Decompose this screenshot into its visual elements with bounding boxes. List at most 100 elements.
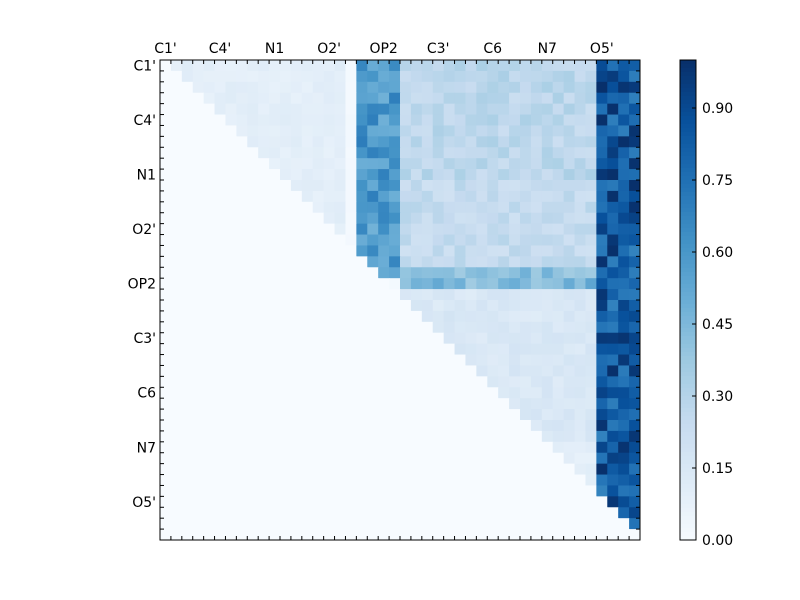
heatmap-cell: [225, 300, 237, 312]
x-tick-label: C4': [209, 41, 232, 57]
heatmap-cell: [345, 398, 357, 410]
heatmap-cell: [421, 169, 434, 181]
heatmap-cell: [400, 332, 412, 345]
heatmap-cell: [203, 441, 216, 454]
heatmap-cell: [432, 409, 445, 421]
heatmap-cell: [563, 300, 576, 312]
heatmap-cell: [203, 234, 216, 246]
heatmap-cell: [214, 114, 226, 126]
heatmap-cell: [421, 103, 434, 116]
colorbar-segment: [680, 184, 696, 189]
heatmap-cell: [552, 300, 565, 312]
heatmap-cell: [476, 212, 488, 225]
heatmap-cell: [585, 169, 597, 181]
heatmap-cell: [629, 70, 641, 83]
heatmap-cell: [596, 81, 608, 94]
heatmap-cell: [487, 365, 499, 377]
heatmap-cell: [400, 278, 412, 290]
heatmap-cell: [618, 387, 630, 399]
heatmap-cell: [541, 180, 554, 192]
heatmap-cell: [585, 474, 597, 486]
heatmap-cell: [465, 147, 477, 159]
heatmap-cell: [323, 81, 336, 94]
heatmap-cell: [476, 474, 488, 486]
heatmap-cell: [160, 103, 172, 116]
heatmap-cell: [290, 245, 303, 257]
heatmap-cell: [345, 92, 357, 105]
heatmap-cell: [280, 136, 292, 148]
heatmap-cell: [389, 518, 401, 530]
colorbar-segment: [680, 348, 696, 353]
heatmap-cell: [356, 147, 368, 159]
heatmap-cell: [214, 212, 226, 225]
heatmap-cell: [465, 300, 477, 312]
heatmap-cell: [334, 496, 346, 508]
heatmap-cell: [236, 518, 248, 530]
heatmap-cell: [432, 103, 445, 116]
heatmap-cell: [541, 212, 554, 225]
x-tick-label: O2': [317, 41, 341, 57]
heatmap-cell: [312, 430, 325, 443]
heatmap-cell: [476, 441, 488, 454]
heatmap-cell: [629, 409, 641, 421]
heatmap-cell: [487, 267, 499, 279]
heatmap-cell: [618, 365, 630, 377]
heatmap-cell: [530, 485, 543, 497]
heatmap-cell: [301, 430, 314, 443]
heatmap-cell: [563, 441, 576, 454]
heatmap-cell: [225, 420, 237, 432]
colorbar-segment: [680, 224, 696, 229]
heatmap-cell: [269, 125, 281, 137]
heatmap-cell: [367, 496, 379, 508]
heatmap-cell: [247, 300, 259, 312]
heatmap-cell: [596, 190, 608, 203]
heatmap-cell: [585, 201, 597, 214]
heatmap-cell: [432, 92, 445, 105]
heatmap-cell: [356, 70, 368, 83]
heatmap-cell: [290, 420, 303, 432]
heatmap-cell: [400, 114, 412, 126]
colorbar-segment: [680, 316, 696, 321]
heatmap-cell: [520, 474, 532, 486]
heatmap-cell: [258, 463, 270, 476]
heatmap-cell: [509, 180, 521, 192]
heatmap-cell: [585, 125, 597, 137]
heatmap-cell: [356, 201, 368, 214]
heatmap-cell: [487, 201, 499, 214]
heatmap-cell: [607, 321, 619, 334]
heatmap-cell: [312, 529, 325, 541]
heatmap-cell: [367, 452, 379, 465]
heatmap-cell: [301, 212, 314, 225]
heatmap-cell: [498, 223, 510, 236]
heatmap-cell: [334, 529, 346, 541]
colorbar-tick-label: 0.30: [702, 389, 733, 405]
heatmap-cell: [170, 278, 183, 290]
heatmap-cell: [214, 81, 226, 94]
heatmap-cell: [170, 256, 183, 268]
heatmap-cell: [334, 81, 346, 94]
heatmap-cell: [280, 310, 292, 323]
heatmap-cell: [203, 125, 216, 137]
heatmap-cell: [421, 387, 434, 399]
heatmap-cell: [509, 310, 521, 323]
heatmap-cell: [345, 463, 357, 476]
colorbar-segment: [680, 352, 696, 357]
heatmap-cell: [509, 92, 521, 105]
heatmap-cell: [356, 452, 368, 465]
heatmap-cell: [312, 474, 325, 486]
heatmap-cell: [629, 441, 641, 454]
heatmap-cell: [520, 398, 532, 410]
heatmap-cell: [192, 332, 205, 345]
heatmap-cell: [301, 332, 314, 345]
heatmap-cell: [400, 256, 412, 268]
heatmap-cell: [476, 278, 488, 290]
heatmap-cell: [618, 463, 630, 476]
heatmap-cell: [225, 518, 237, 530]
heatmap-cell: [530, 245, 543, 257]
x-tick-labels: C1' C4' N1 O2' OP2 C3' C6 N7 O5': [154, 41, 614, 57]
x-tick-label: N1: [265, 41, 284, 57]
heatmap-cell: [389, 452, 401, 465]
colorbar-segment: [680, 64, 696, 69]
heatmap-cell: [487, 518, 499, 530]
heatmap-cell: [465, 114, 477, 126]
